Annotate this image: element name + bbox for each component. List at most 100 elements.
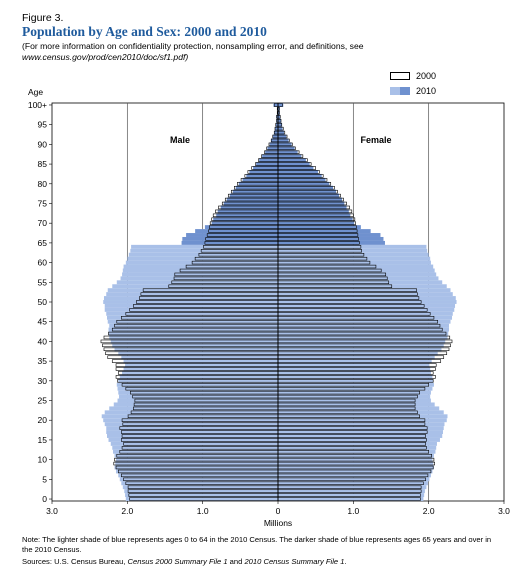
subtitle-line-1: (For more information on confidentiality…: [22, 41, 364, 51]
y-tick-label: 15: [38, 435, 48, 445]
bar-2010-female: [278, 225, 361, 230]
bar-2010-female: [278, 138, 289, 143]
bar-2010-male: [128, 252, 278, 257]
bar-2010-female: [278, 339, 446, 344]
bar-2010-male: [103, 418, 278, 423]
bar-2010-female: [278, 205, 347, 210]
bar-2010-male: [112, 343, 279, 348]
bar-2010-male: [181, 240, 278, 245]
bar-2010-female: [278, 154, 302, 159]
bar-2010-male: [211, 221, 278, 226]
bar-2010-male: [106, 434, 278, 438]
source-mid: and: [227, 557, 245, 566]
bar-2010-male: [223, 201, 278, 206]
bar-2010-female: [278, 430, 443, 435]
legend-swatch-2000: [390, 71, 410, 80]
bar-2010-female: [278, 485, 427, 490]
bar-2010-male: [217, 209, 278, 214]
bar-2010-male: [109, 406, 279, 411]
bar-2010-female: [278, 303, 456, 308]
bar-2010-male: [242, 177, 278, 182]
bar-2010-female: [278, 181, 330, 186]
bar-2010-male: [131, 244, 278, 249]
bar-2010-male: [120, 276, 278, 281]
bar-2010-male: [103, 300, 278, 304]
bar-2010-male: [116, 469, 279, 474]
panel-label-female: Female: [360, 135, 391, 145]
bar-2010-male: [118, 378, 278, 383]
legend-label-2010: 2010: [416, 85, 437, 96]
bar-2010-male: [186, 233, 278, 237]
x-tick-label: 1.0: [347, 506, 359, 516]
bar-2010-female: [278, 118, 282, 123]
bar-2010-male: [107, 288, 278, 293]
bar-2010-male: [273, 103, 278, 107]
bar-2010-male: [122, 268, 279, 273]
chart-note: Note: The lighter shade of blue represen…: [22, 535, 492, 554]
bar-2010-female: [278, 236, 384, 241]
bar-2010-female: [278, 103, 284, 107]
bar-2010-male: [119, 477, 278, 482]
bar-2010-male: [118, 473, 278, 478]
bar-2010-female: [278, 449, 436, 454]
bar-2010-male: [108, 327, 278, 332]
bar-2010-female: [278, 166, 314, 170]
bar-2010-female: [278, 280, 443, 285]
bar-2010-female: [278, 461, 434, 466]
bar-2010-female: [278, 177, 326, 182]
bar-2010-female: [278, 402, 435, 407]
bar-2010-female: [278, 434, 443, 438]
bar-2010-female: [278, 465, 434, 470]
bar-2010-female: [278, 221, 355, 226]
y-tick-label: 10: [38, 455, 48, 465]
bar-2010-male: [130, 248, 278, 253]
bar-2010-female: [278, 323, 450, 328]
y-tick-label: 100+: [28, 100, 47, 110]
bar-2010-male: [274, 130, 278, 135]
bar-2010-female: [278, 244, 427, 249]
bar-2010-female: [278, 217, 353, 222]
bar-2010-female: [278, 142, 292, 147]
x-tick-label: 0: [276, 506, 281, 516]
legend-item-2000: 2000: [390, 68, 436, 83]
bar-2010-male: [127, 256, 278, 261]
y-axis-title: Age: [28, 87, 44, 97]
bar-2010-male: [107, 319, 278, 324]
bar-2010-male: [125, 363, 278, 368]
bar-2010-female: [278, 150, 298, 155]
bar-2010-male: [232, 189, 278, 194]
panel-label-male: Male: [170, 135, 190, 145]
bar-2010-male: [195, 229, 278, 234]
bar-2010-male: [108, 331, 278, 336]
bar-2010-male: [246, 173, 278, 178]
bar-2010-female: [278, 162, 310, 167]
bar-2010-male: [253, 166, 278, 170]
bar-2010-male: [104, 303, 278, 308]
y-tick-label: 65: [38, 238, 48, 248]
bar-2010-female: [278, 264, 434, 269]
bar-2010-male: [123, 367, 278, 371]
bar-2010-female: [278, 497, 424, 501]
bar-2010-male: [113, 449, 279, 454]
source-title-2: 2010 Census Summary File 1: [244, 557, 345, 566]
bar-2010-female: [278, 426, 444, 431]
x-tick-label: 1.0: [197, 506, 209, 516]
bar-2010-female: [278, 300, 457, 304]
bar-2010-female: [278, 418, 447, 423]
bar-2010-male: [122, 485, 279, 490]
bar-2010-female: [278, 445, 437, 450]
bar-2010-female: [278, 331, 449, 336]
bar-2010-female: [278, 229, 371, 234]
bar-2010-female: [278, 351, 438, 356]
bar-2010-male: [122, 370, 278, 375]
bar-2010-female: [278, 437, 440, 442]
chart-source: Sources: U.S. Census Bureau, Census 2000…: [22, 557, 502, 567]
bar-2010-male: [115, 461, 278, 466]
bar-2010-male: [112, 445, 279, 450]
bar-2010-male: [106, 311, 279, 316]
bar-2010-female: [278, 315, 453, 320]
y-tick-label: 35: [38, 356, 48, 366]
y-tick-label: 50: [38, 297, 48, 307]
y-tick-label: 25: [38, 396, 48, 406]
y-tick-label: 75: [38, 198, 48, 208]
